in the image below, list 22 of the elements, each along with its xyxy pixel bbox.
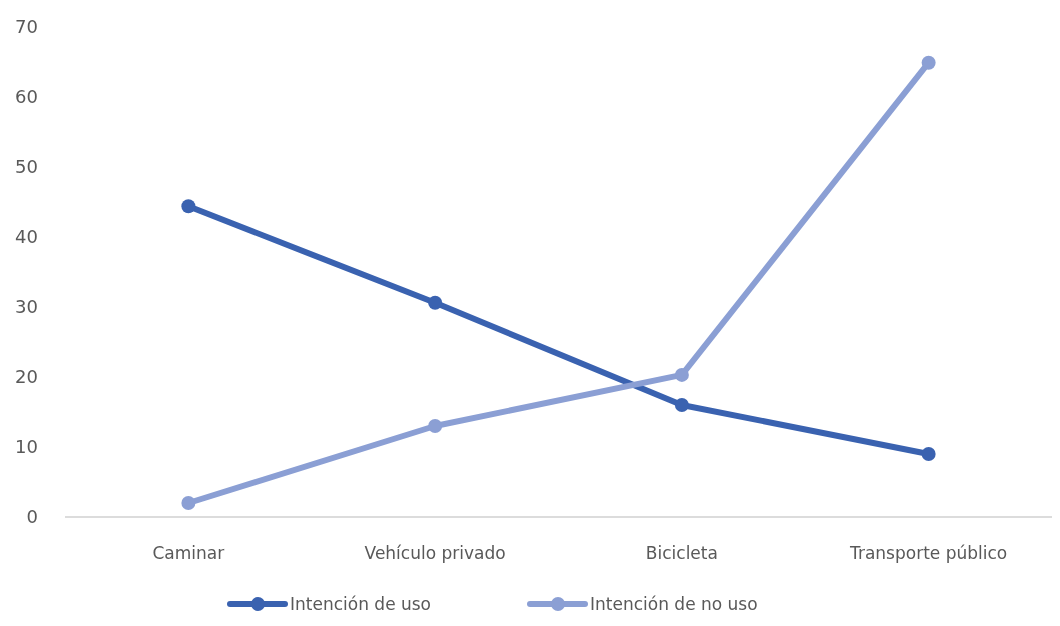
y-tick-label: 50: [15, 156, 38, 178]
point: [674, 367, 689, 382]
x-tick-label: Transporte público: [849, 543, 1008, 563]
x-tick-label: Caminar: [152, 543, 225, 563]
y-tick-label: 0: [26, 506, 38, 528]
legend-label: Intención de uso: [290, 594, 432, 614]
y-tick-label: 20: [15, 366, 38, 388]
point: [921, 55, 936, 70]
point: [181, 199, 196, 214]
point: [428, 295, 443, 310]
point: [181, 496, 196, 510]
point: [428, 419, 443, 433]
x-tick-label: Bicicleta: [645, 543, 718, 563]
x-tick-label: Vehículo privado: [364, 543, 506, 563]
point: [674, 398, 689, 412]
y-tick-label: 40: [15, 226, 38, 248]
y-tick-label: 70: [15, 16, 38, 38]
y-tick-label: 30: [15, 296, 38, 318]
y-tick-label: 60: [15, 86, 38, 108]
point: [921, 447, 936, 461]
legend-label: Intención de no uso: [590, 594, 758, 614]
y-tick-label: 10: [15, 436, 38, 458]
